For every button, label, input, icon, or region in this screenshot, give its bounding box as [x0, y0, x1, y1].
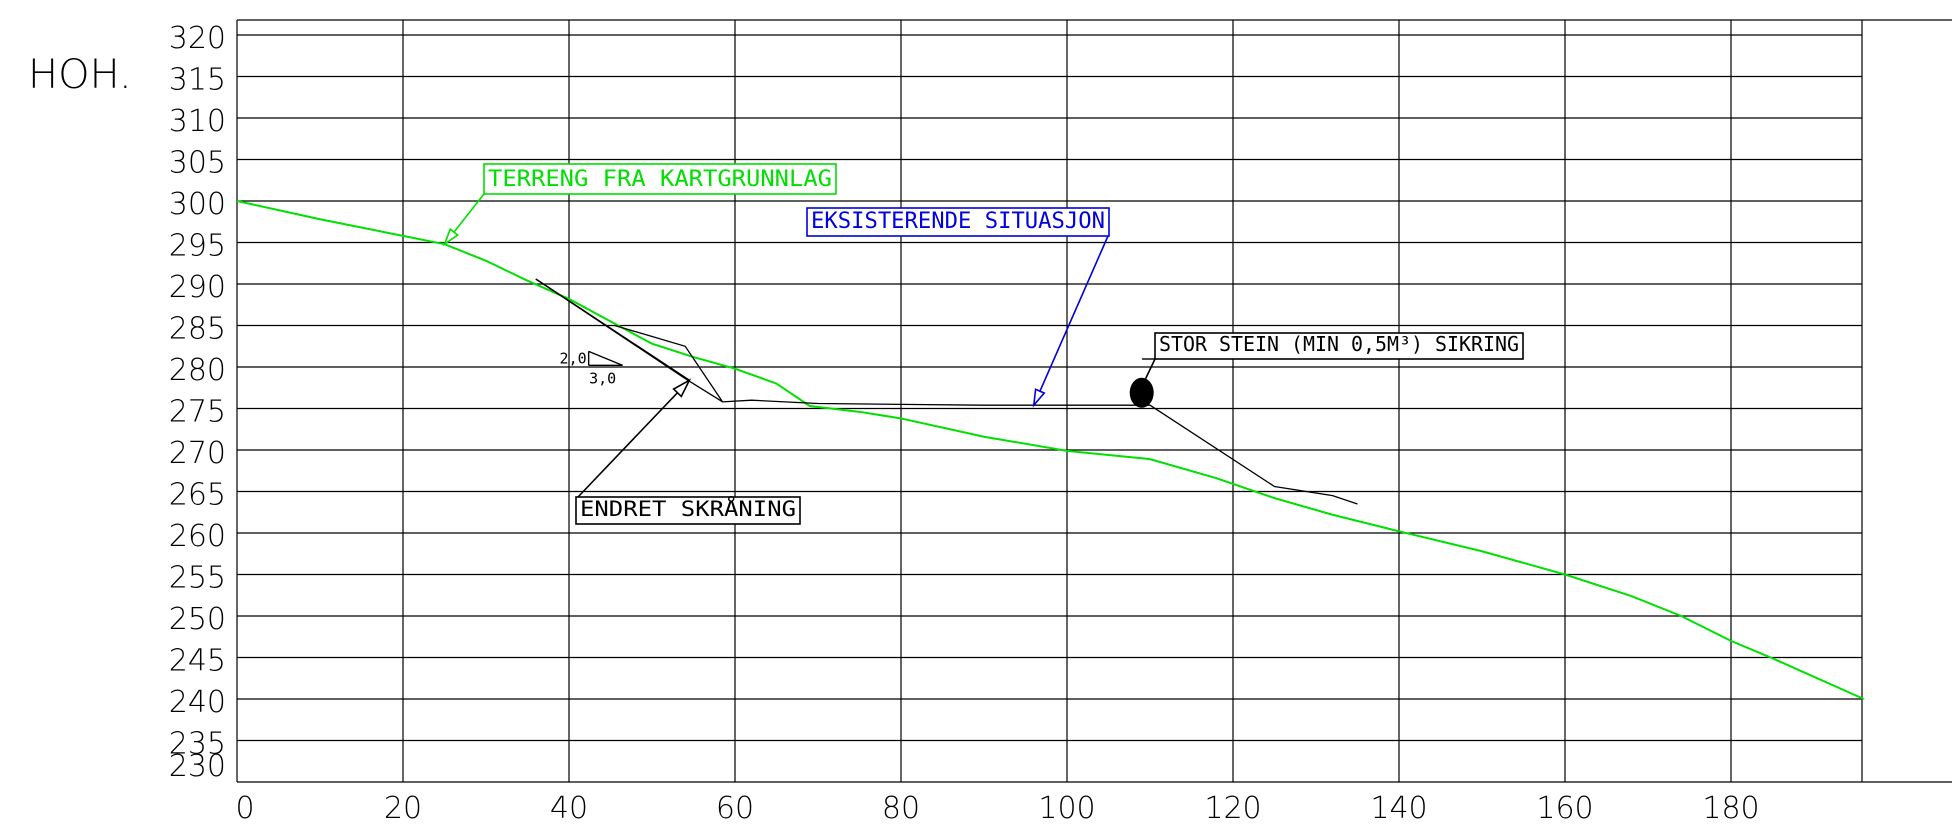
y-tick-label: 270	[169, 436, 226, 471]
annotation-leader	[577, 379, 690, 498]
annotations: TERRENG FRA KARTGRUNNLAG EKSISTERENDE SIT…	[442, 163, 1524, 525]
series-line-endret	[614, 324, 724, 403]
y-tick-label: 245	[169, 644, 226, 679]
y-tick-label: 240	[169, 685, 226, 720]
x-tick-label: 160	[1536, 791, 1593, 826]
y-tick-label: 310	[169, 104, 226, 139]
y-tick-label: 265	[169, 478, 226, 513]
annotation-label: STOR STEIN (MIN 0,5M³) SIKRING	[1159, 332, 1519, 356]
annotation-leader	[1033, 235, 1109, 406]
slope-run-label: 3,0	[589, 369, 616, 387]
y-tick-label: 295	[169, 229, 226, 264]
x-tick-label: 80	[882, 791, 920, 826]
y-axis-label: HOH.	[28, 52, 132, 98]
y-tick-label: 320	[169, 21, 226, 56]
y-tick-labels: 320 315 310 305 300 295 290 285 280 275 270 265 260 2…	[169, 21, 226, 784]
series-line-eksisterende	[535, 278, 1358, 505]
y-tick-label: 280	[169, 353, 226, 388]
x-tick-label: 0	[235, 791, 254, 826]
x-tick-label: 140	[1370, 791, 1427, 826]
annotation-box	[483, 163, 837, 195]
arrow-head-icon	[672, 378, 692, 398]
x-tick-label: 60	[716, 791, 754, 826]
endret-skraning-line	[535, 278, 690, 381]
annotation-label: ENDRET SKRÅNING	[580, 495, 796, 521]
x-tick-label: 100	[1038, 791, 1095, 826]
y-tick-label: 235	[169, 727, 226, 762]
y-tick-label: 260	[169, 519, 226, 554]
y-tick-label: 275	[169, 395, 226, 430]
y-tick-label: 285	[169, 312, 226, 347]
annotation-box	[1154, 332, 1524, 360]
slope-hyp-line	[588, 350, 623, 366]
series-line-terreng	[236, 200, 1865, 700]
y-tick-label: 300	[169, 187, 226, 222]
y-tick-label: 250	[169, 602, 226, 637]
grid	[236, 19, 1952, 783]
stone-icon	[1129, 377, 1154, 408]
series-lines	[236, 200, 1865, 700]
arrow-head-icon	[442, 227, 460, 247]
annotation-box	[575, 496, 801, 525]
x-tick-label: 180	[1702, 791, 1759, 826]
x-tick-label: 120	[1204, 791, 1261, 826]
y-tick-label: 305	[169, 146, 226, 181]
x-tick-label: 20	[384, 791, 422, 826]
x-tick-label: 40	[550, 791, 588, 826]
arrow-head-icon	[1032, 388, 1046, 408]
annotation-label: TERRENG FRA KARTGRUNNLAG	[488, 167, 832, 192]
y-tick-label: 255	[169, 561, 226, 596]
y-tick-label: 230	[169, 749, 226, 784]
y-tick-label: 315	[169, 63, 226, 98]
x-tick-labels: 0 20 40 60 80 100 120 140 160 180	[235, 791, 1759, 826]
y-tick-label: 290	[169, 270, 226, 305]
annotation-box	[806, 207, 1110, 237]
annotation-label: EKSISTERENDE SITUASJON	[811, 209, 1105, 234]
slope-rise-label: 2,0	[560, 349, 587, 367]
